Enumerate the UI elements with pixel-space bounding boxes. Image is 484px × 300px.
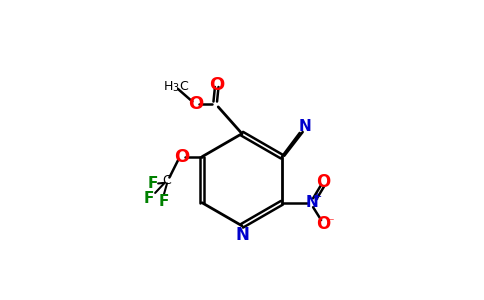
Text: O: O — [317, 173, 331, 191]
Text: O: O — [317, 214, 331, 232]
Text: +: + — [312, 192, 322, 203]
Text: N: N — [235, 226, 249, 244]
Text: O: O — [209, 76, 225, 94]
Text: N: N — [305, 195, 318, 210]
Text: F: F — [144, 191, 154, 206]
Text: ⁻: ⁻ — [327, 216, 333, 229]
Text: O: O — [174, 148, 190, 166]
Text: C: C — [180, 80, 188, 93]
Text: F: F — [159, 194, 169, 209]
Text: 3: 3 — [172, 83, 178, 93]
Text: F: F — [148, 176, 158, 191]
Text: N: N — [299, 119, 312, 134]
Text: O: O — [188, 95, 204, 113]
Text: H: H — [164, 80, 173, 93]
Text: C: C — [163, 174, 171, 187]
